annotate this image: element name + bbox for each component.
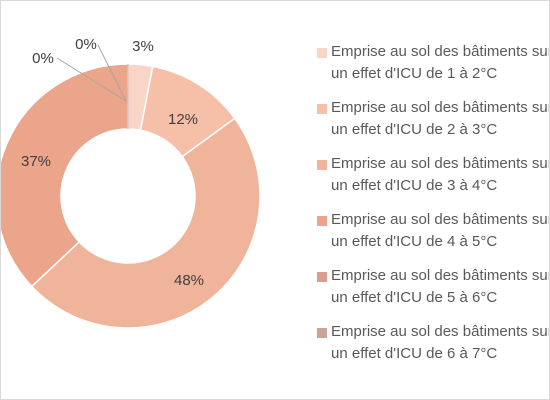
legend-item-1: Emprise au sol des bâtiments sur un effe… [315,41,550,97]
legend-label-3-line1: Emprise au sol des bâtiments sur [331,155,550,172]
legend-label-4-line1: Emprise au sol des bâtiments sur [331,211,550,228]
legend-item-3: Emprise au sol des bâtiments sur un effe… [315,153,550,209]
data-label-1: 3% [132,38,154,55]
leader-line-6 [56,57,127,102]
data-label-3: 48% [174,272,204,289]
data-label-6: 0% [32,50,54,67]
legend-label-6-line1: Emprise au sol des bâtiments sur [331,323,550,340]
leader-line-5 [97,44,127,102]
legend: Emprise au sol des bâtiments sur un effe… [315,41,550,377]
legend-label-2-line2: un effet d'ICU de 2 à 3°C [331,121,498,138]
legend-item-6: Emprise au sol des bâtiments sur un effe… [315,321,550,377]
legend-label-5-line2: un effet d'ICU de 5 à 6°C [331,289,498,306]
legend-label-2-line1: Emprise au sol des bâtiments sur [331,99,550,116]
legend-item-5: Emprise au sol des bâtiments sur un effe… [315,265,550,321]
legend-swatch-6 [317,328,327,338]
legend-label-5-line1: Emprise au sol des bâtiments sur [331,267,550,284]
legend-label-6: Emprise au sol des bâtiments sur un effe… [331,321,550,365]
legend-label-3-line2: un effet d'ICU de 3 à 4°C [331,177,498,194]
donut-slice-3 [30,117,261,329]
legend-item-2: Emprise au sol des bâtiments sur un effe… [315,97,550,153]
legend-item-4: Emprise au sol des bâtiments sur un effe… [315,209,550,265]
legend-label-1-line1: Emprise au sol des bâtiments sur [331,43,550,60]
legend-label-3: Emprise au sol des bâtiments sur un effe… [331,153,550,197]
legend-swatch-3 [317,160,327,170]
donut-slices [1,63,261,329]
data-label-5: 0% [75,36,97,53]
legend-swatch-5 [317,272,327,282]
data-label-4: 37% [21,153,51,170]
legend-swatch-2 [317,104,327,114]
legend-swatch-1 [317,48,327,58]
legend-label-5: Emprise au sol des bâtiments sur un effe… [331,265,550,309]
leader-lines [56,44,127,102]
legend-label-4: Emprise au sol des bâtiments sur un effe… [331,209,550,253]
legend-swatch-4 [317,216,327,226]
data-label-2: 12% [168,111,198,128]
data-labels: 3% 12% 48% 37% 0% 0% [21,36,204,289]
legend-label-4-line2: un effet d'ICU de 4 à 5°C [331,233,498,250]
legend-label-1: Emprise au sol des bâtiments sur un effe… [331,41,550,85]
legend-label-2: Emprise au sol des bâtiments sur un effe… [331,97,550,141]
legend-label-1-line2: un effet d'ICU de 1 à 2°C [331,65,498,82]
legend-label-6-line2: un effet d'ICU de 6 à 7°C [331,345,498,362]
donut-slice-4 [1,63,129,288]
